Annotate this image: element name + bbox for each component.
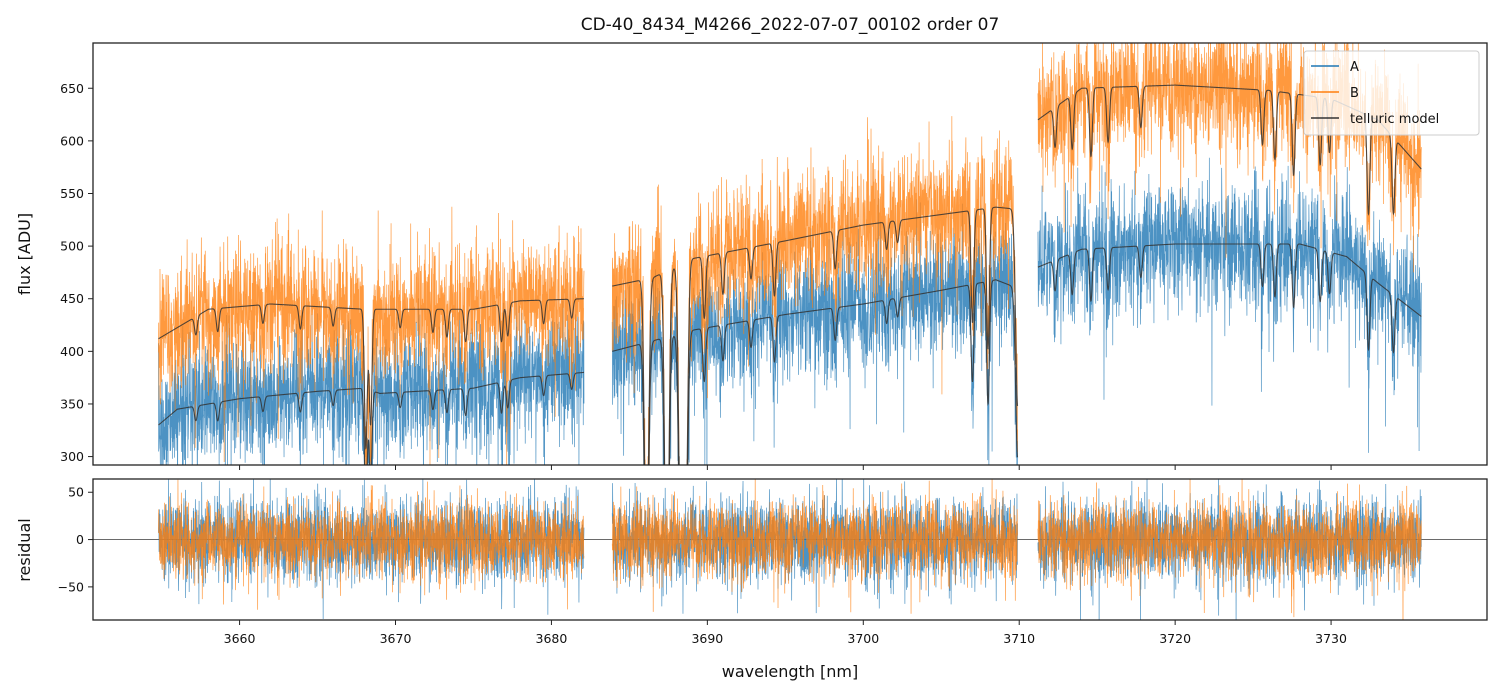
chart-title: CD-40_8434_M4266_2022-07-07_00102 order …	[581, 15, 1000, 35]
x-tick-label: 3710	[1003, 631, 1035, 646]
spectrum-axes-frame	[92, 42, 1488, 466]
telluric-model-b-segment-2	[612, 206, 1019, 465]
residual-plot-area	[93, 479, 1487, 620]
y-tick-label: 550	[60, 186, 84, 201]
y-tick-label: 400	[60, 344, 84, 359]
legend-label-a: A	[1350, 60, 1359, 75]
y-tick-label: 300	[60, 449, 84, 464]
residual-y-axis-label: residual	[15, 518, 34, 581]
telluric-model-a-segment-2	[612, 279, 1019, 465]
series-b-residual-segment-1	[158, 479, 585, 610]
legend: A B telluric model	[1303, 50, 1480, 136]
spectrum-y-ticks: 300 350 400 450 500 550 600 650	[60, 81, 93, 464]
series-b-residual-segment-2	[611, 479, 1018, 614]
x-tick-label: 3730	[1315, 631, 1347, 646]
y-tick-label: 500	[60, 239, 84, 254]
y-tick-label: 450	[60, 291, 84, 306]
legend-box	[1303, 50, 1480, 136]
telluric-model-a-segment-1	[158, 371, 585, 465]
residual-y-ticks: −50 0 50	[58, 485, 93, 594]
legend-label-telluric-model: telluric model	[1350, 112, 1439, 127]
x-tick-label: 3720	[1159, 631, 1191, 646]
series-a-flux-segment-2	[611, 197, 1018, 465]
x-tick-label: 3690	[691, 631, 723, 646]
y-tick-label: 0	[76, 532, 84, 547]
x-axis-label: wavelength [nm]	[722, 662, 859, 681]
series-b-flux-segment-1	[158, 206, 585, 465]
x-tick-label: 3700	[847, 631, 879, 646]
y-tick-label: −50	[58, 579, 84, 594]
series-a-residual-segment-2	[611, 479, 1018, 614]
series-b-residual-segment-3	[1037, 479, 1422, 620]
telluric-model-a-segment-3	[1037, 243, 1422, 354]
series-a-flux-segment-3	[1037, 157, 1422, 453]
legend-label-b: B	[1350, 86, 1359, 101]
series-b-flux-segment-2	[611, 116, 1018, 465]
x-tick-label: 3670	[380, 631, 412, 646]
residual-x-ticks: 3660 3670 3680 3690 3700 3710 3720 3730	[224, 620, 1347, 646]
y-tick-label: 50	[68, 485, 84, 500]
spectrum-y-axis-label: flux [ADU]	[15, 213, 34, 295]
residual-axes-frame	[92, 478, 1488, 621]
spectrum-x-ticks	[239, 465, 1332, 470]
y-tick-label: 600	[60, 133, 84, 148]
x-tick-label: 3680	[536, 631, 568, 646]
telluric-model-b-segment-1	[158, 298, 585, 450]
y-tick-label: 350	[60, 396, 84, 411]
y-tick-label: 650	[60, 81, 84, 96]
x-tick-label: 3660	[224, 631, 256, 646]
